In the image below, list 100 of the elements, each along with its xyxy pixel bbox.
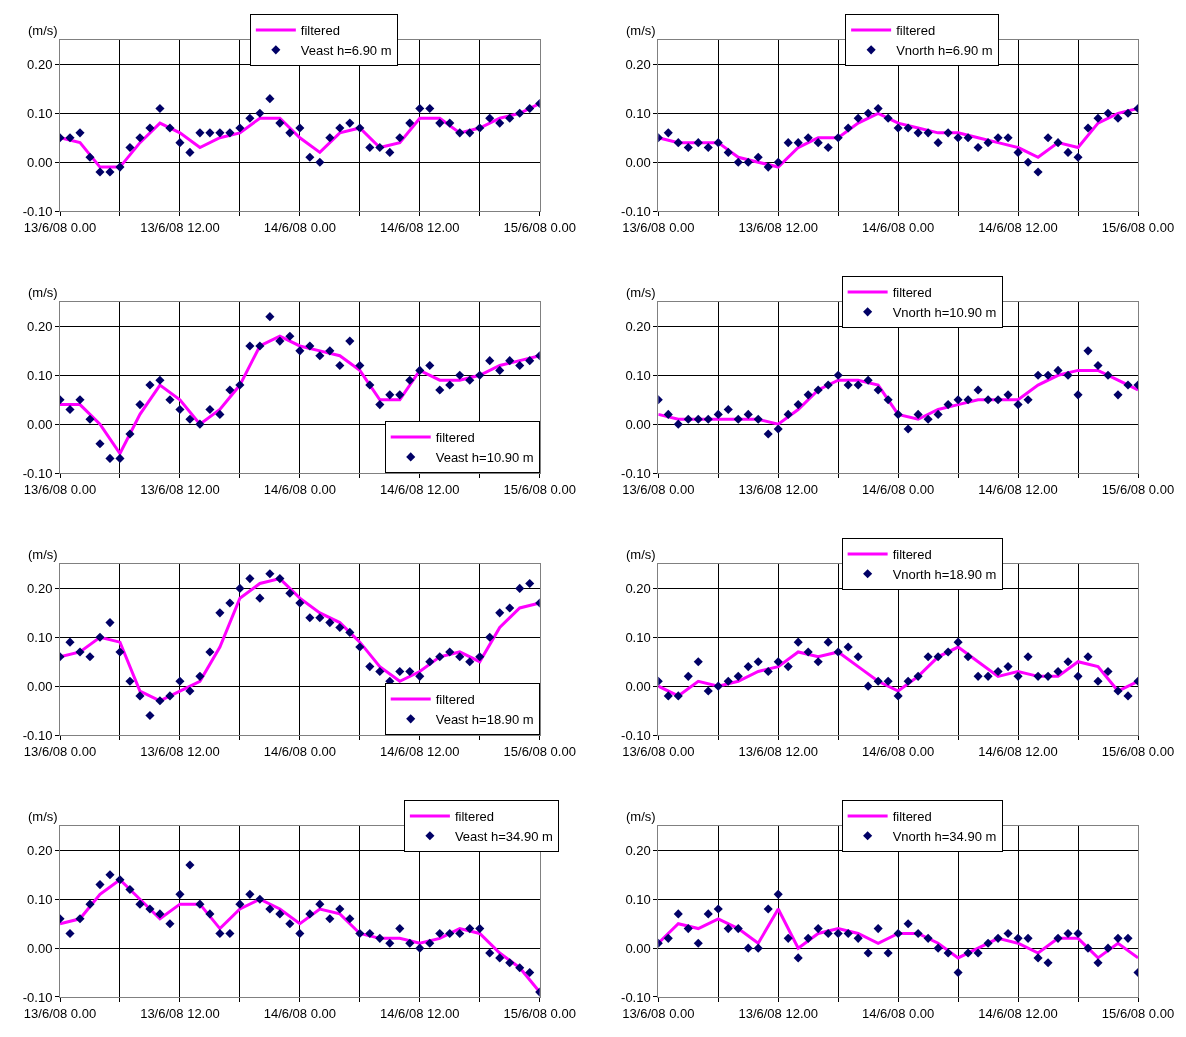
point [753, 152, 763, 162]
point [435, 652, 445, 662]
point [683, 414, 693, 424]
point [405, 118, 415, 128]
point [235, 583, 245, 593]
point [813, 924, 823, 934]
point [345, 336, 355, 346]
x-tick-label: 14/6/08 0.00 [861, 743, 935, 759]
point [425, 103, 435, 113]
point [833, 928, 843, 939]
point [205, 647, 215, 657]
point [415, 943, 425, 953]
point [713, 681, 723, 691]
point [85, 152, 95, 162]
x-tick-label: 14/6/08 12.00 [380, 743, 460, 759]
point [155, 696, 165, 706]
point [385, 938, 395, 948]
point [135, 400, 145, 410]
point [1033, 370, 1043, 380]
point [673, 909, 683, 919]
point [105, 453, 115, 463]
point [973, 948, 983, 958]
point [515, 583, 525, 593]
point [135, 133, 145, 143]
point [95, 880, 105, 890]
point [743, 943, 753, 953]
point [703, 142, 713, 153]
point [525, 968, 535, 978]
y-tick-label: 0.20 [625, 318, 651, 334]
y-axis-title: (m/s) [626, 809, 656, 824]
x-tick-label: 14/6/08 0.00 [263, 481, 336, 497]
point [853, 652, 863, 662]
point [155, 909, 165, 919]
point [973, 142, 983, 153]
point [703, 414, 713, 424]
point [495, 953, 505, 963]
point [65, 404, 75, 415]
point [495, 365, 505, 375]
point [405, 666, 415, 677]
point [1103, 370, 1113, 380]
point [873, 103, 883, 113]
point [485, 113, 495, 123]
y-tick-label: -0.10 [22, 727, 53, 743]
point [225, 128, 235, 138]
y-tick-label: 0.00 [625, 416, 651, 432]
point [693, 138, 703, 148]
point [245, 574, 255, 584]
point [773, 157, 783, 167]
point [1043, 958, 1053, 968]
point [663, 128, 673, 138]
x-tick-label: 14/6/08 0.00 [263, 743, 336, 759]
point [305, 152, 315, 162]
point [285, 919, 295, 929]
point [75, 395, 85, 405]
point [973, 671, 983, 681]
point [215, 128, 225, 138]
point [185, 414, 195, 424]
point [245, 113, 255, 123]
y-tick-label: 0.00 [625, 154, 651, 170]
y-tick-label: -0.10 [22, 203, 53, 219]
point [913, 128, 923, 138]
point [1063, 370, 1073, 380]
point [923, 652, 933, 662]
point [763, 162, 773, 172]
point [703, 909, 713, 919]
point [713, 904, 723, 914]
point [145, 123, 155, 133]
point [345, 627, 355, 637]
point [475, 652, 485, 662]
point [265, 904, 275, 914]
point [1123, 691, 1133, 701]
point [385, 147, 395, 157]
point [185, 147, 195, 157]
point [873, 676, 883, 686]
point [673, 691, 683, 701]
point [1103, 666, 1113, 677]
point [65, 133, 75, 143]
point [983, 938, 993, 948]
point [95, 632, 105, 642]
point [903, 424, 913, 434]
y-tick-label: 0.10 [27, 105, 53, 121]
point [175, 889, 185, 899]
point [1053, 365, 1063, 375]
y-tick-label: 0.20 [27, 318, 53, 334]
point [485, 632, 495, 642]
point [753, 414, 763, 424]
point [75, 128, 85, 138]
point [1063, 928, 1073, 939]
y-tick-label: 0.00 [27, 154, 53, 170]
point [285, 331, 295, 341]
point [335, 360, 345, 371]
x-tick-label: 13/6/08 12.00 [738, 219, 818, 235]
point [773, 657, 783, 667]
point [663, 409, 673, 419]
point [305, 341, 315, 351]
y-tick-label: 0.00 [27, 678, 53, 694]
point [335, 622, 345, 633]
point [305, 613, 315, 623]
point [843, 380, 853, 390]
point [673, 138, 683, 148]
